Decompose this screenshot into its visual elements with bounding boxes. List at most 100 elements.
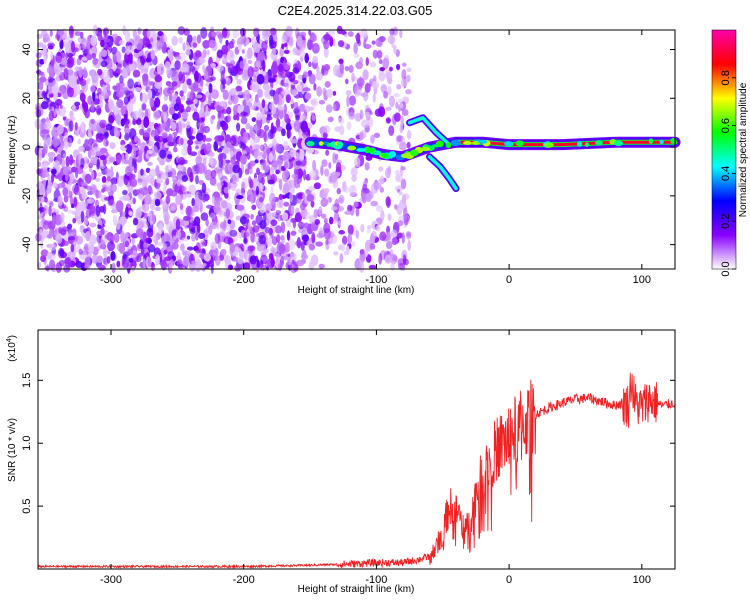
spectrogram-cell: [57, 171, 63, 182]
spectrogram-cell: [348, 95, 357, 106]
spectrogram-cell: [262, 172, 267, 177]
spectrogram-cell: [401, 232, 405, 244]
spectrogram-cell: [200, 212, 209, 221]
spectrogram-cell: [242, 131, 249, 144]
spectrogram-cell: [147, 89, 153, 101]
spectrogram-cell: [234, 264, 242, 272]
spectrogram-cell: [162, 201, 168, 209]
spectrogram-cell: [222, 89, 229, 100]
spectrogram-cell: [227, 219, 232, 225]
track-hotspot: [373, 150, 381, 156]
spectrogram-cell: [244, 168, 250, 175]
spectrogram-cell: [227, 63, 235, 73]
spectrogram-cell: [231, 38, 235, 46]
spectrogram-cell: [96, 255, 103, 264]
spectrogram-cell: [135, 228, 144, 238]
spectrogram-cell: [199, 57, 206, 64]
spectrogram-cell: [114, 39, 118, 45]
spectrogram-cell: [395, 101, 399, 110]
spectrogram-cell: [237, 104, 244, 112]
spectrogram-cell: [110, 250, 116, 261]
spectrogram-cell: [298, 227, 306, 234]
spectrogram-cell: [278, 193, 283, 201]
spectrogram-cell: [40, 85, 44, 91]
track-hotspot: [409, 149, 419, 157]
spectrogram-cell: [195, 132, 204, 142]
spectrogram-cell: [347, 233, 353, 245]
spectrogram-cell: [219, 221, 227, 229]
spectrogram-cell: [296, 259, 304, 267]
spectrogram-cell: [347, 204, 353, 212]
spectrogram-cell: [65, 52, 69, 59]
spectrogram-cell: [392, 255, 398, 262]
spectrogram-cell: [387, 34, 396, 45]
spectrogram-cell: [92, 57, 98, 66]
spectrogram-cell: [241, 150, 247, 155]
spectrogram-cell: [106, 256, 111, 264]
spectrogram-cell: [214, 255, 221, 267]
spectrogram-cell: [323, 168, 330, 177]
spectrogram-cell: [61, 204, 67, 209]
spectrogram-cell: [406, 129, 412, 140]
spectrogram-cell: [183, 215, 192, 222]
spectrogram-cell: [218, 172, 223, 178]
spectrogram-cell: [266, 30, 271, 36]
spectrogram-cell: [205, 142, 212, 152]
spectrogram-cell: [362, 39, 367, 49]
spectrogram-cell: [345, 78, 349, 85]
spectrogram-cell: [208, 83, 213, 94]
spectrogram-cell: [243, 238, 248, 244]
spectrogram-cell: [145, 79, 151, 91]
spectrogram-frame: [37, 29, 676, 270]
spectrogram-cell: [48, 259, 56, 271]
spectrogram-cell: [373, 132, 381, 139]
spectrogram-cell: [97, 68, 103, 76]
spectrogram-cell: [353, 42, 358, 55]
spectrogram-cell: [372, 49, 378, 59]
spectrogram-cell: [250, 213, 255, 220]
spectrogram-cell: [370, 134, 375, 144]
spectrogram-cell: [122, 189, 128, 196]
spectrogram-cell: [52, 182, 58, 189]
spectrogram-cell: [387, 86, 392, 96]
track-hotspot: [400, 153, 410, 159]
spectrogram-cell: [406, 141, 411, 149]
spectrogram-cell: [277, 108, 286, 119]
spectrogram-cell: [249, 169, 253, 175]
spectrogram-cell: [139, 220, 144, 229]
spectrogram-cell: [64, 131, 69, 142]
spectrogram-cell: [35, 52, 42, 59]
spectrogram-cell: [245, 232, 250, 237]
x-tick-label: -300: [100, 574, 122, 586]
spectrogram-cell: [303, 105, 311, 113]
spectrogram-cell: [84, 139, 92, 151]
spectrogram-cell: [395, 49, 400, 58]
spectrogram-cell: [303, 222, 309, 229]
spectrogram-cell: [256, 112, 262, 121]
spectrogram-cell: [260, 254, 268, 265]
spectrogram-cell: [89, 244, 95, 254]
spectrogram-cell: [249, 84, 256, 91]
spectrogram-cell: [100, 39, 105, 48]
spectrogram-cell: [38, 149, 43, 162]
spectrogram-cell: [43, 204, 48, 215]
spectrogram-cell: [40, 101, 49, 110]
spectrogram-cell: [104, 38, 111, 43]
spectrogram-cell: [378, 252, 382, 265]
spectrogram-cell: [40, 197, 45, 203]
spectrogram-cell: [351, 240, 356, 248]
spectrogram-cell: [195, 232, 199, 241]
spectrogram-cell: [380, 209, 385, 221]
spectrogram-cell: [89, 222, 97, 228]
spectrogram-cell: [127, 44, 133, 54]
spectrogram-cell: [115, 154, 122, 165]
spectrogram-cell: [387, 77, 393, 85]
spectrogram-cell: [174, 55, 182, 60]
spectrogram-cell: [191, 165, 198, 175]
chart-title: C2E4.2025.314.22.03.G05: [278, 3, 433, 18]
spectrogram-cell: [253, 125, 258, 131]
spectrogram-cell: [297, 74, 301, 83]
spectrogram-cell: [128, 59, 134, 65]
spectrogram-cell: [55, 108, 61, 116]
spectrogram-cell: [210, 169, 217, 179]
